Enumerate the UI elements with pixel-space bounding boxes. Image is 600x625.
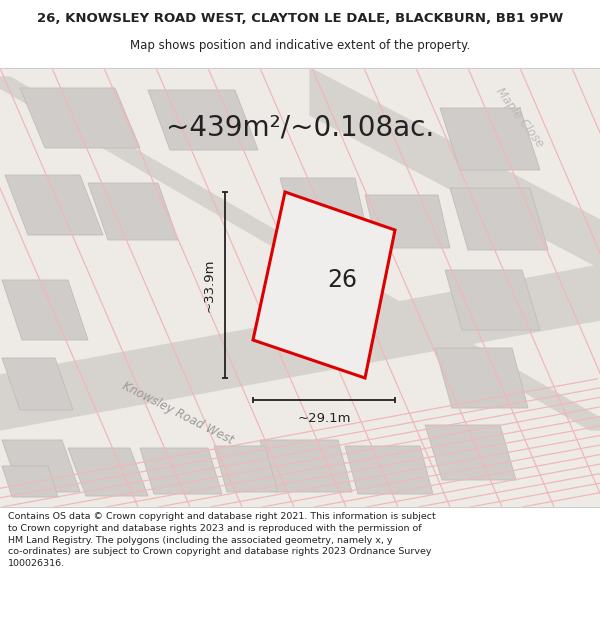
Text: ~29.1m: ~29.1m [297,411,351,424]
Text: Maple Close: Maple Close [493,86,547,151]
Polygon shape [2,466,58,497]
Text: Map shows position and indicative extent of the property.: Map shows position and indicative extent… [130,39,470,52]
Polygon shape [214,446,278,492]
Polygon shape [148,90,258,150]
Text: ~33.9m: ~33.9m [203,258,215,312]
Polygon shape [253,192,395,378]
Polygon shape [260,440,352,492]
Bar [0,0,600,68]
Polygon shape [450,188,548,250]
Polygon shape [68,448,148,496]
Bar [0,68,600,507]
Polygon shape [365,195,450,248]
Polygon shape [140,448,222,494]
Polygon shape [280,178,368,235]
Polygon shape [5,175,103,235]
Text: 26, KNOWSLEY ROAD WEST, CLAYTON LE DALE, BLACKBURN, BB1 9PW: 26, KNOWSLEY ROAD WEST, CLAYTON LE DALE,… [37,11,563,24]
Bar [0,507,600,625]
Polygon shape [20,88,140,148]
Text: Knowsley Road West: Knowsley Road West [120,379,236,447]
Polygon shape [440,108,540,170]
Polygon shape [310,68,600,268]
Polygon shape [2,280,88,340]
Polygon shape [425,425,516,480]
Polygon shape [2,440,80,492]
Polygon shape [435,348,528,408]
Polygon shape [2,358,73,410]
Polygon shape [0,265,600,430]
Polygon shape [445,270,540,330]
Polygon shape [345,446,433,494]
Polygon shape [88,183,178,240]
Text: ~439m²/~0.108ac.: ~439m²/~0.108ac. [166,114,434,142]
Polygon shape [0,77,600,430]
Text: 26: 26 [328,268,358,292]
Text: Contains OS data © Crown copyright and database right 2021. This information is : Contains OS data © Crown copyright and d… [8,512,436,568]
